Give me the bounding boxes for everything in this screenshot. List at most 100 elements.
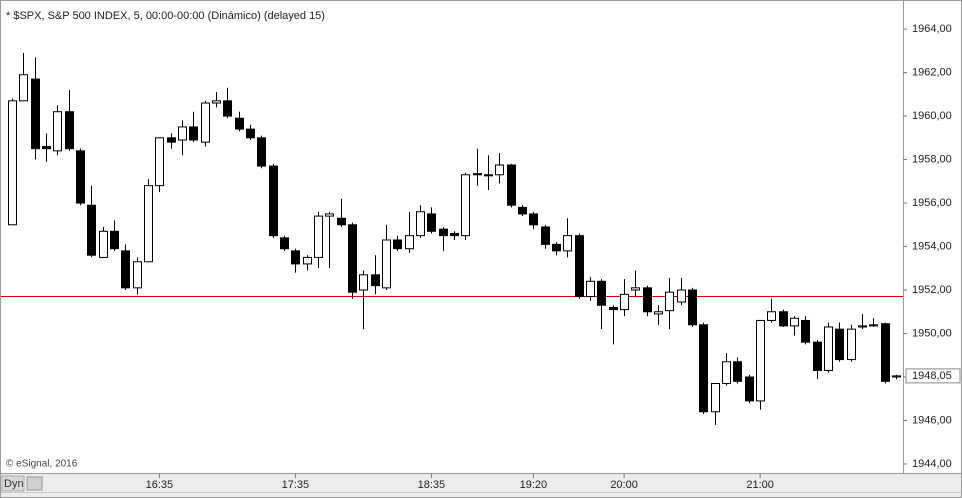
- candle-body: [597, 280, 606, 306]
- candle-body: [654, 311, 663, 315]
- candle-body: [201, 102, 210, 143]
- candle-body: [450, 232, 459, 237]
- candle-body: [257, 137, 266, 167]
- candle-body: [325, 213, 334, 217]
- candle-body: [246, 128, 255, 139]
- candle-body: [801, 319, 810, 343]
- candle-body: [756, 319, 765, 402]
- candle-body: [586, 280, 595, 298]
- candle-body: [99, 230, 108, 258]
- candle-body: [393, 239, 402, 250]
- candle-body: [348, 224, 357, 293]
- candle-body: [53, 111, 62, 152]
- candle-body: [133, 261, 142, 289]
- candle-body: [31, 78, 40, 150]
- candle-body: [563, 235, 572, 252]
- y-tick-label: 1946,00: [912, 414, 952, 426]
- x-tick-label: 16:35: [146, 479, 174, 491]
- candle-body: [371, 274, 380, 287]
- candle-body: [121, 250, 130, 289]
- candle-body: [235, 117, 244, 130]
- y-tick-label: 1964,00: [912, 23, 952, 35]
- y-tick-label: 1962,00: [912, 66, 952, 78]
- candle-body: [76, 150, 85, 204]
- candle-body: [847, 328, 856, 361]
- y-tick-label: 1960,00: [912, 110, 952, 122]
- candle-body: [677, 289, 686, 303]
- x-tick-label: 20:00: [610, 479, 638, 491]
- candle-body: [790, 317, 799, 327]
- candle-body: [178, 126, 187, 141]
- candle-body: [495, 164, 504, 176]
- y-tick-label: 1956,00: [912, 197, 952, 209]
- candle-body: [223, 100, 232, 117]
- candle-body: [631, 287, 640, 291]
- bottom-bar: [1, 474, 961, 497]
- candle-body: [722, 361, 731, 385]
- candle-body: [65, 111, 74, 150]
- candle-body: [382, 239, 391, 289]
- candle-body: [620, 293, 629, 311]
- candle-body: [767, 311, 776, 321]
- candle-body: [711, 383, 720, 413]
- candle-body: [303, 256, 312, 265]
- candle-body: [665, 291, 674, 312]
- x-tick-label: 18:35: [418, 479, 446, 491]
- y-tick-label: 1954,00: [912, 240, 952, 252]
- candle-body: [8, 100, 17, 226]
- candle-body: [416, 211, 425, 237]
- candle-body: [835, 328, 844, 361]
- y-tick-label: 1950,00: [912, 327, 952, 339]
- last-price-box: [905, 368, 961, 384]
- candle-body: [42, 146, 51, 150]
- candle-body: [813, 341, 822, 371]
- candle-body: [280, 237, 289, 250]
- candle-body: [881, 323, 890, 382]
- candle-body: [529, 213, 538, 226]
- y-tick-label: 1958,00: [912, 153, 952, 165]
- candle-body: [19, 74, 28, 102]
- settings-button[interactable]: [26, 476, 43, 491]
- candle-body: [167, 137, 176, 143]
- candle-body: [733, 361, 742, 382]
- last-price-label: 1948,05: [912, 370, 952, 382]
- candle-body: [155, 137, 164, 187]
- candle-body: [269, 165, 278, 237]
- candle-body: [337, 217, 346, 226]
- candle-body: [291, 250, 300, 265]
- candle-body: [314, 215, 323, 258]
- candle-body: [552, 243, 561, 252]
- x-tick-label: 17:35: [282, 479, 310, 491]
- candle-body: [824, 326, 833, 371]
- candle-body: [609, 306, 618, 311]
- candle-body: [461, 174, 470, 237]
- candle-body: [518, 206, 527, 215]
- candle-body: [858, 325, 867, 328]
- candle-body: [892, 375, 901, 378]
- x-tick-label: 19:20: [520, 479, 548, 491]
- candle-body: [87, 204, 96, 256]
- chart-title: * $SPX, S&P 500 INDEX, 5, 00:00-00:00 (D…: [6, 10, 325, 22]
- candle-body: [473, 173, 482, 176]
- candle-body: [507, 164, 516, 206]
- candle-body: [110, 230, 119, 250]
- x-tick-label: 21:00: [746, 479, 774, 491]
- candle-body: [869, 324, 878, 327]
- candle-body: [427, 213, 436, 232]
- candle-body: [484, 174, 493, 177]
- mode-button[interactable]: [1, 475, 25, 492]
- candle-body: [643, 287, 652, 313]
- mode-button-label[interactable]: Dyn: [4, 478, 24, 490]
- candle-body: [439, 228, 448, 237]
- candle-body: [189, 126, 198, 141]
- candle-body: [699, 324, 708, 413]
- candle-body: [688, 289, 697, 326]
- candle-body: [779, 311, 788, 327]
- candle-body: [541, 226, 550, 245]
- y-tick-label: 1952,00: [912, 284, 952, 296]
- candle-body: [745, 376, 754, 402]
- candle-body: [405, 235, 414, 250]
- candle-body: [359, 274, 368, 291]
